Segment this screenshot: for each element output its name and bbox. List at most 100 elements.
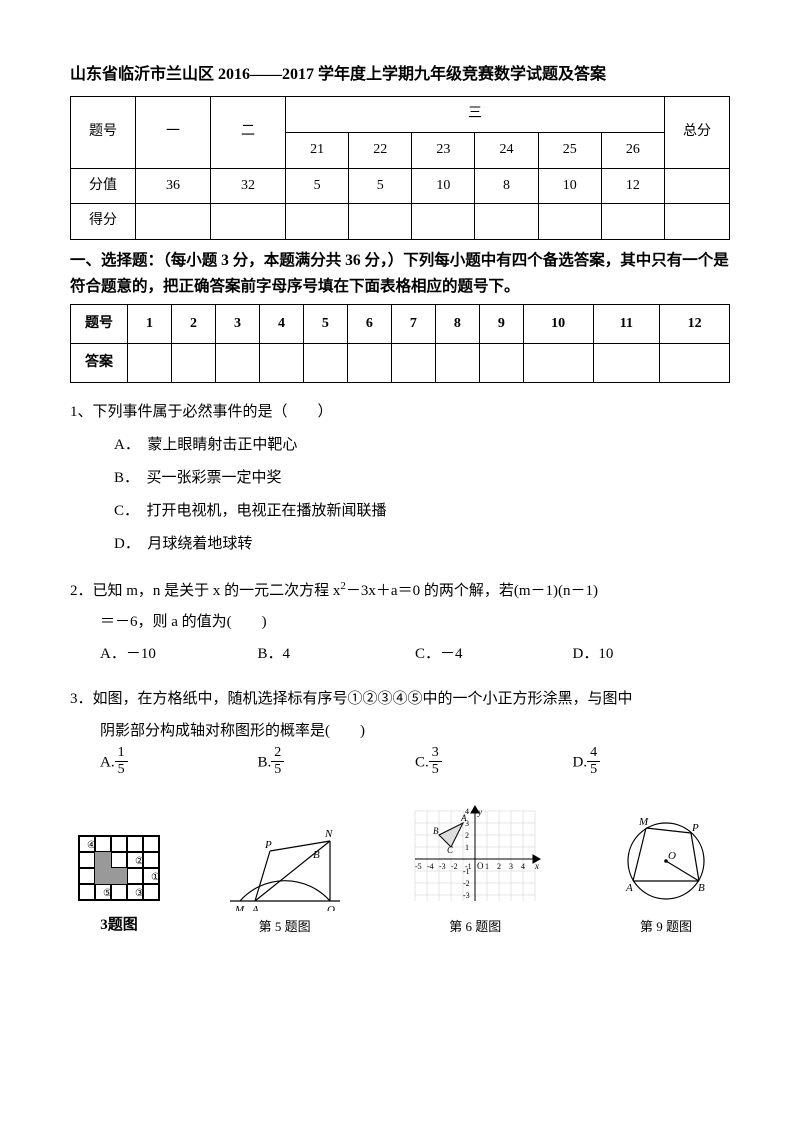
fz-1: 36 — [136, 168, 211, 204]
figure-q9: A B M P O 第 9 题图 — [606, 811, 726, 940]
ans-n7: 7 — [391, 305, 435, 344]
section-1-heading: 一、选择题：（每小题 3 分，本题满分共 36 分，）下列每小题中有四个备选答案… — [70, 248, 730, 301]
ans-n4: 4 — [259, 305, 303, 344]
svg-text:③: ③ — [135, 888, 144, 899]
svg-text:-3: -3 — [439, 862, 446, 871]
q2-opt-c: C．－4 — [415, 639, 573, 671]
q3-opt-b: B.25 — [258, 747, 416, 779]
ans-n2: 2 — [171, 305, 215, 344]
col-24: 24 — [475, 132, 538, 168]
row-defen: 得分 — [71, 204, 136, 240]
th-yi: 一 — [136, 97, 211, 168]
page-title: 山东省临沂市兰山区 2016——2017 学年度上学期九年级竞赛数学试题及答案 — [70, 60, 730, 90]
svg-text:-5: -5 — [415, 862, 422, 871]
fz-4: 5 — [349, 168, 412, 204]
caption-q9: 第 9 题图 — [606, 915, 726, 940]
q2-opt-b: B．4 — [258, 639, 416, 671]
q3-stem-b: 阴影部分构成轴对称图形的概率是( ) — [100, 716, 730, 748]
svg-text:B: B — [433, 826, 439, 836]
score-table: 题号 一 二 三 总分 21 22 23 24 25 26 分值 36 32 5… — [70, 96, 730, 239]
ans-th-tihao: 题号 — [71, 305, 128, 344]
svg-text:1: 1 — [485, 862, 489, 871]
svg-text:⑤: ⑤ — [103, 888, 112, 899]
q3-opt-a: A.15 — [100, 747, 258, 779]
ans-n11: 11 — [593, 305, 660, 344]
df-9 — [665, 204, 730, 240]
ans-c7[interactable] — [391, 344, 435, 383]
caption-q6: 第 6 题图 — [405, 915, 545, 940]
svg-text:B: B — [313, 849, 320, 861]
svg-text:M: M — [234, 904, 245, 911]
ans-c3[interactable] — [215, 344, 259, 383]
th-tihao: 题号 — [71, 97, 136, 168]
answer-table: 题号 1 2 3 4 5 6 7 8 9 10 11 12 答案 — [70, 304, 730, 383]
col-22: 22 — [349, 132, 412, 168]
svg-text:O: O — [668, 850, 676, 862]
q1-opt-c: C． 打开电视机，电视正在播放新闻联播 — [114, 495, 730, 528]
fz-3: 5 — [286, 168, 349, 204]
col-23: 23 — [412, 132, 475, 168]
ans-n10: 10 — [523, 305, 593, 344]
col-26: 26 — [601, 132, 664, 168]
svg-text:A: A — [625, 882, 633, 894]
fz-8: 12 — [601, 168, 664, 204]
ans-n6: 6 — [347, 305, 391, 344]
fz-2: 32 — [211, 168, 286, 204]
svg-text:P: P — [264, 839, 272, 851]
ans-n3: 3 — [215, 305, 259, 344]
ans-c4[interactable] — [259, 344, 303, 383]
df-5 — [412, 204, 475, 240]
col-21: 21 — [286, 132, 349, 168]
svg-text:④: ④ — [87, 840, 96, 851]
svg-text:P: P — [691, 822, 699, 834]
svg-text:2: 2 — [497, 862, 501, 871]
svg-text:①: ① — [151, 872, 160, 883]
svg-text:x: x — [534, 861, 539, 871]
q1-opt-b: B． 买一张彩票一定中奖 — [114, 462, 730, 495]
df-8 — [601, 204, 664, 240]
q2-stem-c: ＝－6，则 a 的值为( ) — [100, 607, 730, 639]
ans-c10[interactable] — [523, 344, 593, 383]
svg-text:C: C — [447, 845, 454, 855]
ans-n5: 5 — [303, 305, 347, 344]
svg-text:1: 1 — [465, 843, 469, 852]
svg-text:B: B — [698, 882, 705, 894]
ans-c5[interactable] — [303, 344, 347, 383]
df-1 — [136, 204, 211, 240]
df-7 — [538, 204, 601, 240]
svg-text:2: 2 — [465, 831, 469, 840]
ans-c8[interactable] — [435, 344, 479, 383]
question-1: 1、下列事件属于必然事件的是（ ） A． 蒙上眼睛射击正中靶心 B． 买一张彩票… — [70, 397, 730, 561]
ans-c2[interactable] — [171, 344, 215, 383]
df-6 — [475, 204, 538, 240]
svg-text:4: 4 — [521, 862, 525, 871]
q1-stem: 1、下列事件属于必然事件的是（ ） — [70, 397, 730, 429]
ans-th-ans: 答案 — [71, 344, 128, 383]
svg-text:-4: -4 — [427, 862, 434, 871]
figure-q3: ④ ② ① ③ ⑤ 3题图 — [74, 831, 164, 940]
svg-text:y: y — [477, 807, 482, 817]
ans-c9[interactable] — [479, 344, 523, 383]
q1-opt-a: A． 蒙上眼睛射击正中靶心 — [114, 429, 730, 462]
svg-text:A: A — [460, 813, 467, 823]
svg-text:-2: -2 — [463, 879, 470, 888]
ans-n12: 12 — [660, 305, 730, 344]
svg-text:O: O — [327, 904, 335, 911]
figure-q5: M A O P N B 第 5 题图 — [225, 821, 345, 940]
caption-q5: 第 5 题图 — [225, 915, 345, 940]
fz-7: 10 — [538, 168, 601, 204]
svg-text:-2: -2 — [451, 862, 458, 871]
svg-text:M: M — [638, 816, 649, 828]
svg-text:O: O — [477, 861, 484, 871]
row-fenzhi: 分值 — [71, 168, 136, 204]
df-2 — [211, 204, 286, 240]
ans-c11[interactable] — [593, 344, 660, 383]
ans-n1: 1 — [128, 305, 172, 344]
ans-c6[interactable] — [347, 344, 391, 383]
figure-q6: y x O -1-2 -3-4 -5 12 34 12 34 -1-2 -3 B… — [405, 801, 545, 940]
svg-text:②: ② — [135, 856, 144, 867]
ans-c1[interactable] — [128, 344, 172, 383]
ans-c12[interactable] — [660, 344, 730, 383]
question-3: 3．如图，在方格纸中，随机选择标有序号①②③④⑤中的一个小正方形涂黑，与图中 阴… — [70, 684, 730, 779]
ans-n9: 9 — [479, 305, 523, 344]
